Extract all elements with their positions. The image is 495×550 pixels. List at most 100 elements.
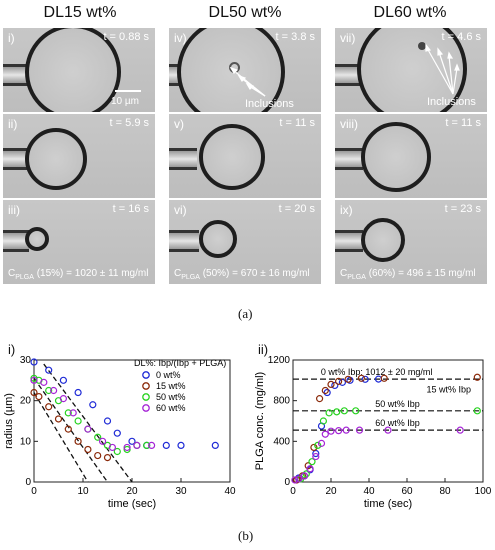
data-point (302, 470, 310, 478)
data-point (64, 409, 72, 417)
plga-conc-chart: 0 20 40 60 80 100 0 400 800 1200 time (sec) PLGA co… (254, 355, 492, 510)
x-axis-label: time (sec) (108, 498, 156, 510)
concentration-label: CPLGA (15%) = 1020 ± 11 mg/ml (8, 268, 149, 281)
fit-line (43, 363, 133, 483)
y-tick-label: 1200 (268, 355, 291, 366)
data-point (211, 441, 219, 450)
data-point (162, 441, 170, 450)
chart-ii-label: ii) (258, 342, 269, 357)
x-tick-label: 30 (175, 486, 187, 497)
y-tick-label: 30 (20, 355, 32, 366)
x-tick-label: 40 (224, 486, 236, 497)
x-tick-label: 40 (363, 486, 375, 497)
panel-label: i) (8, 31, 15, 45)
data-point (128, 437, 136, 445)
fit-line (33, 392, 89, 483)
data-point (380, 374, 388, 382)
column-title-dl50: DL50 wt% (208, 4, 282, 21)
legend-marker (142, 382, 150, 390)
data-point (333, 408, 341, 416)
data-point (315, 395, 324, 403)
chart-i-label: i) (8, 342, 16, 357)
panel-time: t = 16 s (112, 203, 149, 215)
droplet (25, 128, 87, 190)
x-axis-label: time (sec) (364, 498, 412, 510)
legend-entry: 50 wt% (156, 392, 186, 402)
data-point (355, 426, 364, 434)
data-point (64, 425, 72, 433)
concentration-label: CPLGA (60%) = 496 ± 15 mg/ml (340, 268, 476, 281)
data-point (314, 441, 322, 450)
data-point (74, 388, 82, 397)
panel-time: t = 4.6 s (441, 31, 481, 43)
legend-marker (142, 404, 150, 412)
data-point (40, 378, 48, 386)
panel-time: t = 3.8 s (275, 31, 315, 43)
y-tick-label: 0 (25, 477, 31, 488)
reference-label: 15 wt% Ibp (427, 384, 472, 394)
data-point (342, 426, 350, 434)
panel-label: viii) (340, 117, 358, 131)
droplet (361, 122, 431, 192)
data-point (30, 376, 38, 384)
data-point (319, 417, 328, 425)
data-point (30, 358, 38, 366)
reference-label: 60 wt% Ibp (375, 418, 420, 428)
data-point (123, 443, 131, 452)
data-point (30, 388, 38, 397)
column-title-dl60: DL60 wt% (373, 4, 447, 21)
data-point (84, 445, 92, 454)
droplet (199, 220, 237, 258)
data-point (473, 407, 481, 415)
legend-marker (142, 371, 150, 379)
data-point (312, 452, 320, 461)
data-point (291, 476, 299, 484)
inclusion-arrows (229, 66, 266, 97)
data-point (357, 374, 366, 382)
data-point (103, 453, 112, 462)
y-axis-label: radius (µm) (3, 393, 15, 449)
micrograph-panel-iv: iv) t = 3.8 s Inclusions (169, 28, 321, 112)
x-tick-label: 20 (325, 486, 337, 497)
panel-time: t = 23 s (444, 203, 481, 215)
data-point (325, 409, 333, 417)
legend-marker (142, 393, 150, 401)
micrograph-panel-iii: iii) t = 16 s CPLGA (15%) = 1020 ± 11 mg… (3, 200, 155, 284)
data-point (340, 407, 348, 415)
data-point (74, 437, 82, 445)
y-tick-label: 400 (273, 436, 290, 447)
data-point (310, 443, 318, 452)
data-point (308, 458, 316, 466)
data-point (300, 472, 309, 480)
x-tick-label: 60 (401, 486, 413, 497)
data-point (344, 375, 352, 383)
data-point (84, 425, 92, 433)
data-point (108, 443, 117, 452)
data-point (312, 449, 320, 458)
legend-entry: 15 wt% (156, 381, 186, 391)
caption-b: (b) (238, 528, 254, 543)
panel-time: t = 5.9 s (109, 117, 149, 129)
data-point (384, 426, 392, 434)
panel-label: iv) (174, 31, 187, 45)
x-tick-label: 20 (126, 486, 138, 497)
data-point (94, 433, 102, 441)
data-point (69, 409, 77, 417)
data-point (89, 401, 97, 409)
radius-chart: 0 10 20 30 40 0 10 20 30 time (sec) radius (µm) DL%… (3, 355, 236, 510)
data-point (334, 427, 343, 435)
concentration-label: CPLGA (50%) = 670 ± 16 mg/ml (174, 268, 310, 281)
panel-time: t = 11 s (445, 117, 481, 129)
data-point (94, 451, 102, 460)
micropipette (169, 148, 197, 170)
data-point (49, 386, 58, 395)
data-point (334, 377, 343, 385)
legend-entry: 60 wt% (156, 403, 186, 413)
data-point (113, 447, 121, 456)
data-point (317, 439, 326, 447)
micropipette (3, 230, 29, 252)
micrograph-panel-vii: vii) t = 4.6 s Inclusions (335, 28, 487, 112)
data-point (45, 403, 53, 411)
micropipette (335, 230, 363, 252)
x-tick-label: 100 (475, 486, 492, 497)
